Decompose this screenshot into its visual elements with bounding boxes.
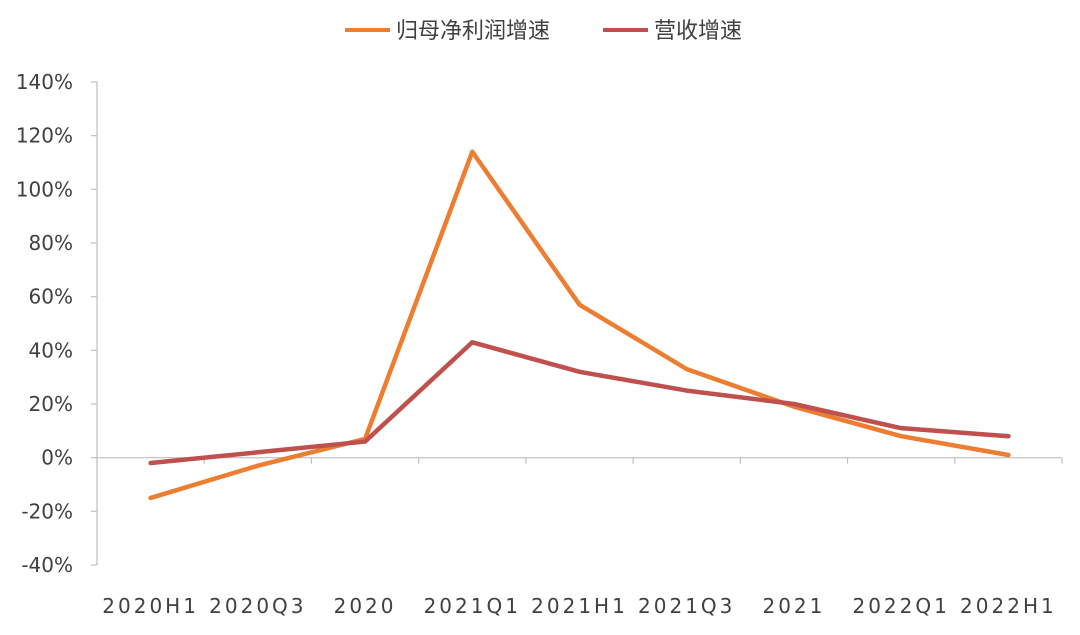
y-tick-label: 100% [16,177,73,201]
series-layer [148,149,1011,501]
y-tick-label: 0% [41,446,73,470]
series-line-1 [148,340,1011,466]
data-point [1006,452,1011,457]
data-point [684,388,689,393]
x-axis: 2020H1 2020Q3 2020 2021Q1 2021H1 2021Q3 2021 20… [96,457,1063,618]
data-point [148,461,153,466]
x-tick-label: 2020H1 [102,594,199,618]
x-tick-label: 2021Q1 [424,594,521,618]
y-tick-label: 40% [29,338,73,362]
data-point [363,439,368,444]
y-tick-label: 20% [29,392,73,416]
x-tick-label: 2021 [762,594,825,618]
legend-item-1: 营收增速 [603,19,742,44]
y-tick-label: 120% [16,124,73,148]
data-point [1006,434,1011,439]
y-tick-label: 80% [29,231,73,255]
series-0 [148,149,1011,501]
x-tick-label: 2020 [334,594,397,618]
y-axis: 140% 120% 100% 80% 60% 40% 20% 0% -20% -40% [16,70,98,577]
data-point [899,434,904,439]
data-point [899,426,904,431]
series-1 [148,340,1011,466]
data-point [255,463,260,468]
data-point [255,450,260,455]
series-line-0 [148,149,1011,501]
data-point [791,402,796,406]
x-tick-label: 2022Q1 [852,594,949,618]
x-tick-label: 2021Q3 [638,594,735,618]
data-point [684,367,689,372]
legend: 归母净利润增速 营收增速 [345,19,742,44]
y-tick-label: -40% [21,553,73,577]
legend-item-0: 归母净利润增速 [345,19,550,44]
y-tick-label: -20% [21,499,73,523]
y-tick-label: 140% [16,70,73,94]
legend-label-0: 归母净利润增速 [396,19,550,44]
data-point [577,369,582,374]
data-point [470,340,475,345]
data-point [577,302,582,307]
data-point [470,149,475,154]
y-tick-label: 60% [29,285,73,309]
legend-label-1: 营收增速 [654,19,742,44]
x-tick-label: 2021H1 [531,594,628,618]
x-tick-label: 2020Q3 [209,594,306,618]
x-tick-label: 2022H1 [960,594,1057,618]
data-point [148,495,153,500]
